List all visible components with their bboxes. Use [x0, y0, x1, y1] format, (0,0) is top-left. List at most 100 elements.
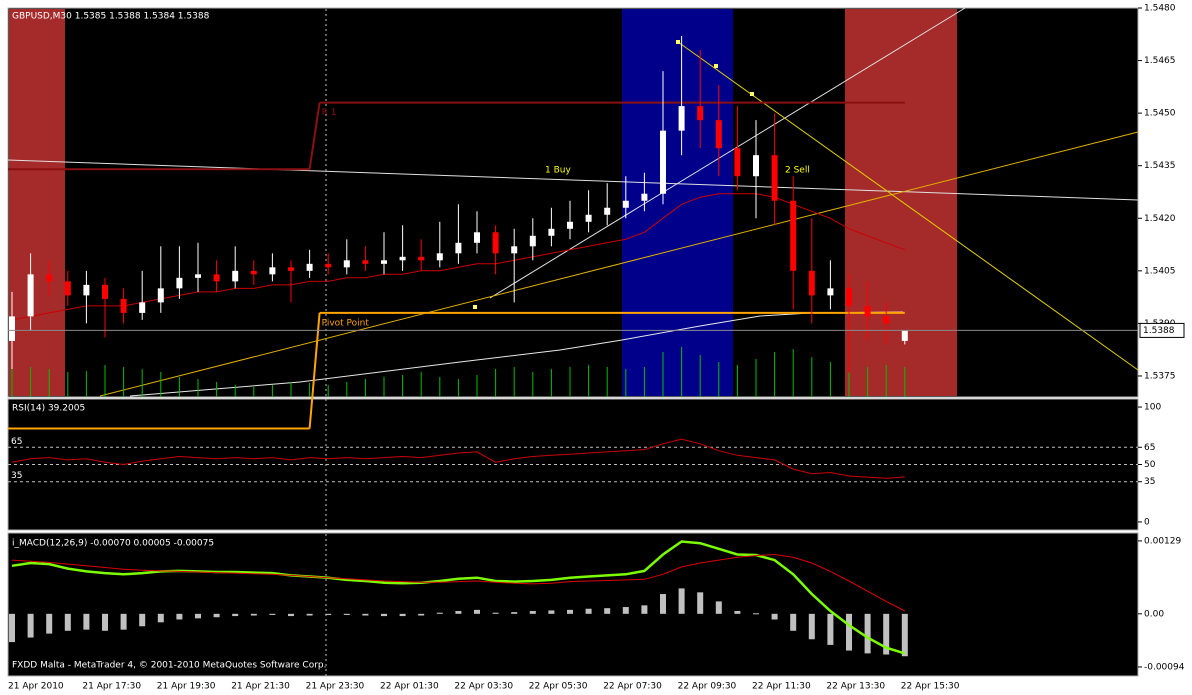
x-tick-label: 21 Apr 21:30	[231, 682, 290, 692]
y-tick-label: 1.5375	[1144, 371, 1176, 381]
histogram-bar	[381, 613, 387, 617]
histogram-bar	[399, 613, 406, 617]
point	[714, 64, 718, 68]
pivot-label: R 1	[322, 108, 337, 118]
candle-body	[660, 130, 666, 194]
annotation: 1 Buy	[545, 166, 571, 176]
candle-body	[9, 316, 15, 341]
histogram-bar	[622, 607, 629, 614]
candle-body	[176, 277, 183, 289]
histogram-bar	[27, 613, 34, 638]
candle-body	[864, 305, 871, 317]
x-tick-label: 22 Apr 11:30	[752, 682, 811, 692]
y-tick-label: 65	[1144, 443, 1155, 453]
histogram-bar	[511, 612, 518, 614]
histogram-bar	[660, 594, 666, 614]
x-tick-label: 21 Apr 19:30	[157, 682, 216, 692]
histogram-bar	[808, 613, 815, 640]
histogram-bar	[269, 613, 276, 615]
candle-body	[529, 235, 536, 247]
histogram-bar	[83, 613, 90, 630]
pivot-line: Pivot Point	[8, 311, 905, 430]
x-tick-label: 22 Apr 13:30	[826, 682, 885, 692]
histogram-bar	[232, 613, 239, 617]
y-tick-label: 100	[1144, 403, 1161, 413]
x-tick-label: 22 Apr 15:30	[901, 682, 960, 692]
histogram-bar	[46, 613, 53, 634]
y-tick-label: 35	[1144, 477, 1155, 487]
candle-body	[418, 256, 425, 261]
histogram-bar	[362, 613, 369, 616]
candle-body	[250, 270, 257, 275]
y-tick-label: 1.5450	[1144, 109, 1176, 119]
x-tick-label: 22 Apr 05:30	[529, 682, 588, 692]
histogram-bar	[176, 613, 183, 620]
pivot-label: Pivot Point	[322, 318, 370, 328]
histogram-bar	[715, 601, 722, 614]
sell-zone	[845, 9, 957, 396]
x-tick-label: 22 Apr 03:30	[454, 682, 513, 692]
chart-title: GBPUSD,M30 1.5385 1.5388 1.5384 1.5388	[12, 12, 210, 22]
histogram-bar	[418, 613, 425, 616]
sell-zone	[9, 9, 65, 396]
candle-body	[883, 316, 890, 324]
panel-title: i_MACD(12,26,9) -0.00070 0.00005 -0.0007…	[12, 539, 214, 549]
candle-body	[269, 267, 276, 275]
level-label: 65	[11, 437, 22, 447]
histogram-bar	[474, 609, 480, 614]
histogram-bar	[139, 613, 146, 627]
x-tick-label: 22 Apr 01:30	[380, 682, 439, 692]
histogram-bar	[343, 613, 350, 615]
candle-body	[102, 284, 108, 299]
candle-body	[697, 106, 704, 121]
candle-body	[213, 274, 220, 282]
candle-body	[678, 106, 685, 131]
histogram-bar	[697, 592, 704, 614]
price-panel	[7, 7, 1139, 398]
candle-body	[753, 155, 759, 177]
rsi-line	[11, 438, 905, 479]
candle-body	[790, 200, 797, 271]
candle-body	[64, 281, 71, 296]
y-tick-label: 50	[1144, 460, 1156, 470]
candle-body	[139, 302, 146, 313]
histogram-bar	[9, 613, 15, 643]
histogram-bar	[157, 613, 164, 623]
histogram-bar	[901, 613, 908, 657]
histogram-bar	[864, 613, 871, 654]
histogram-bar	[604, 608, 611, 614]
y-tick-label: 1.5480	[1144, 4, 1176, 14]
y-tick-label: 1.5405	[1144, 266, 1176, 276]
histogram-bar	[250, 613, 257, 616]
histogram-bar	[641, 605, 648, 614]
price-box	[1139, 322, 1185, 338]
candle-body	[492, 232, 499, 254]
long-average	[129, 311, 904, 397]
candle-body	[567, 221, 573, 229]
y-tick-label: 0	[1144, 517, 1150, 527]
point	[473, 305, 477, 309]
panel-title: RSI(14) 39.2005	[12, 404, 85, 414]
histogram-bar	[436, 612, 443, 614]
histogram-bar	[288, 613, 294, 617]
candle-body	[771, 155, 778, 201]
histogram-bar	[120, 613, 127, 630]
candle-body	[83, 284, 90, 296]
x-tick-label: 21 Apr 17:30	[82, 682, 141, 692]
histogram-bar	[827, 613, 834, 645]
point	[750, 92, 754, 96]
histogram-bar	[585, 608, 592, 614]
candle-body	[381, 260, 387, 264]
histogram-bar	[678, 588, 685, 614]
histogram-bar	[883, 613, 890, 655]
candle-body	[27, 274, 34, 317]
buy-zone	[622, 9, 733, 396]
candle-body	[46, 274, 53, 282]
histogram-bar	[64, 613, 71, 631]
candle-body	[343, 260, 350, 268]
candle-body	[362, 260, 369, 264]
candle-body	[195, 274, 201, 278]
candle-body	[157, 288, 164, 303]
histogram-bar	[195, 613, 201, 619]
histogram-bar	[790, 613, 797, 631]
